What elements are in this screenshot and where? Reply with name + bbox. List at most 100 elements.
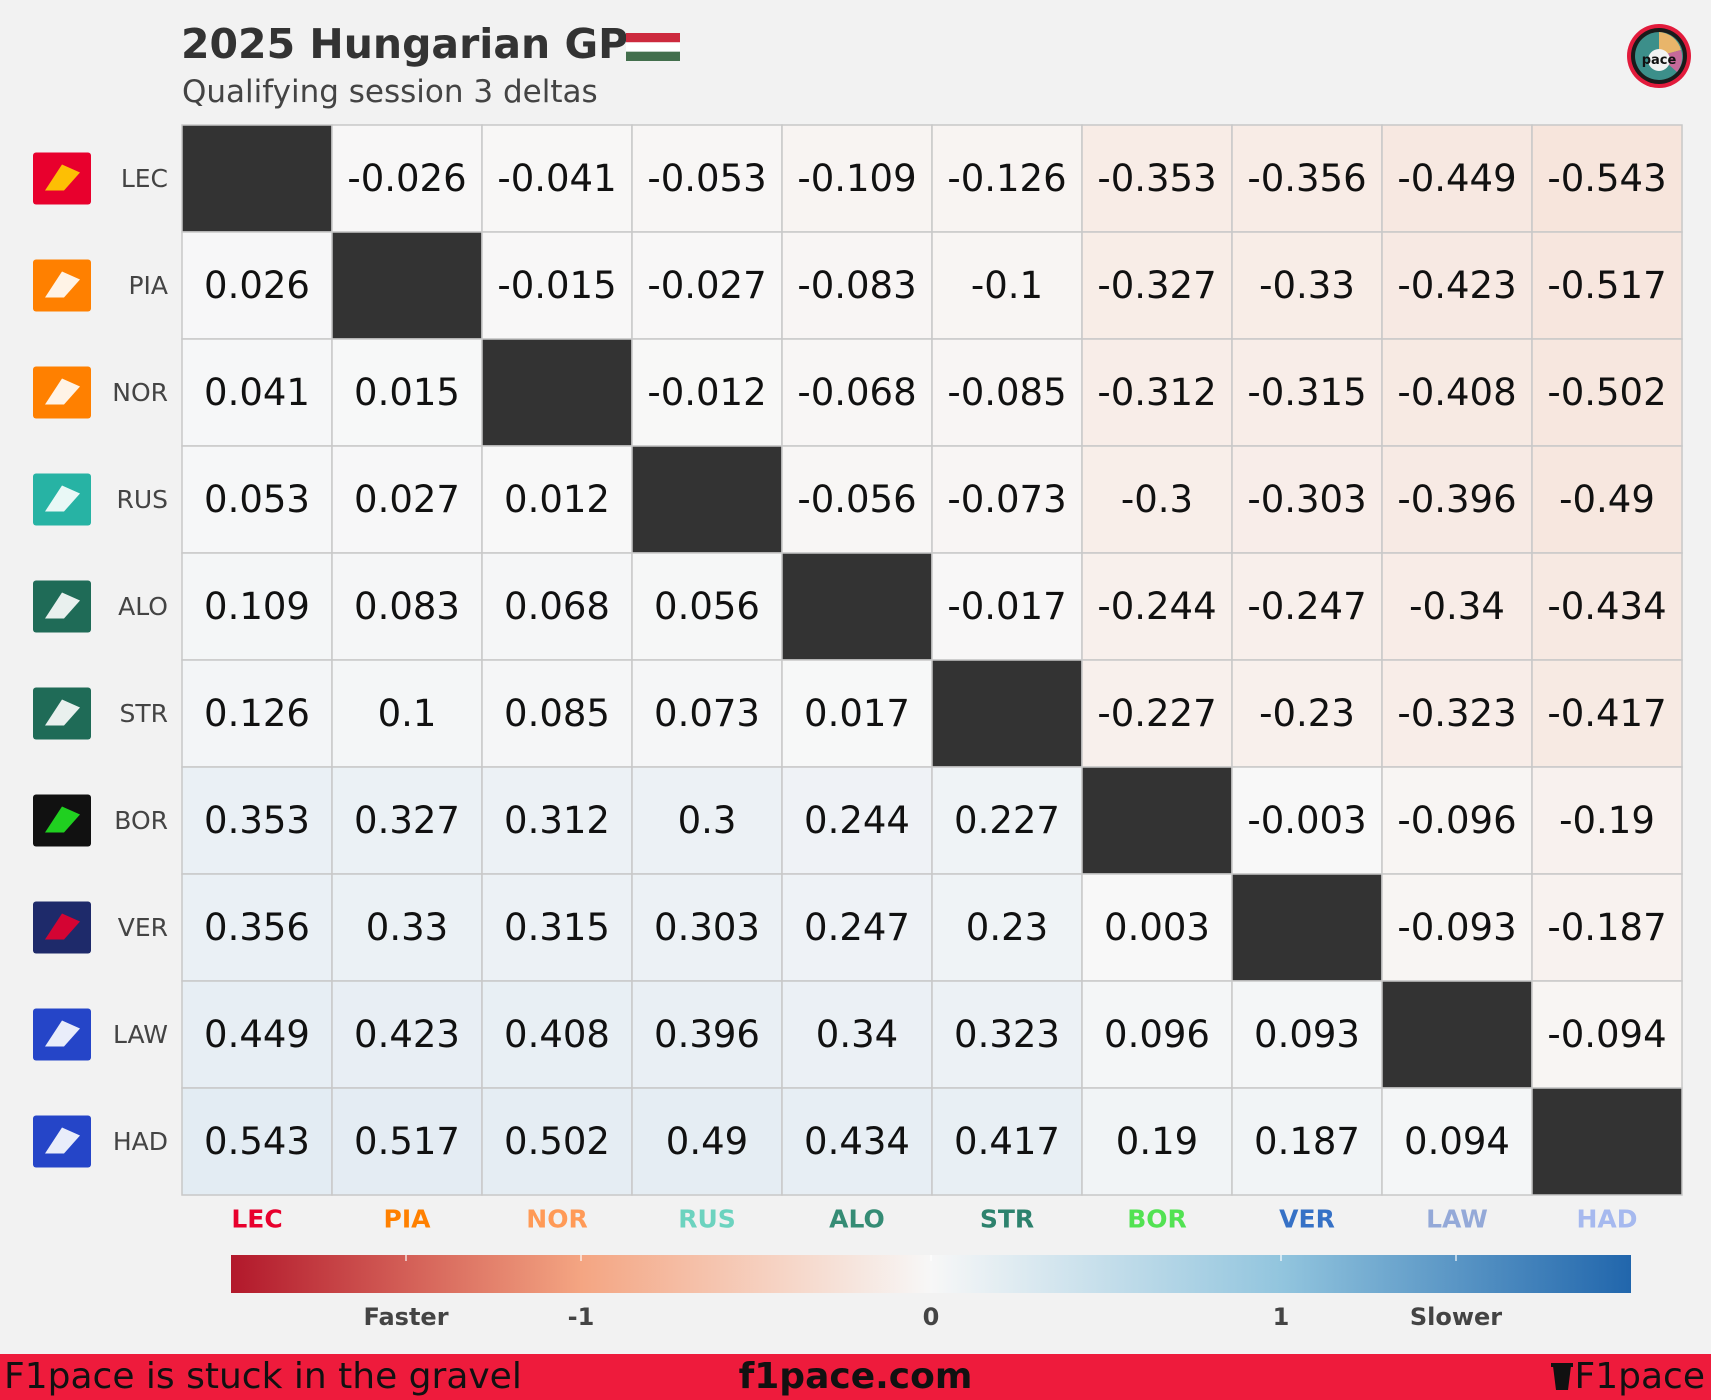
heatmap-cell (1531, 445, 1683, 554)
team-logo-icon (33, 473, 91, 526)
heatmap-cell (1381, 445, 1533, 554)
row-label: NOR (112, 378, 168, 407)
heatmap-cell (631, 980, 783, 1089)
heatmap-cell-value: 0.312 (504, 799, 610, 842)
footer-website-link[interactable]: f1pace.com (738, 1356, 973, 1397)
heatmap-cell-value: 0.053 (204, 478, 310, 521)
heatmap-cell-value: -0.026 (347, 157, 466, 200)
column-label: VER (1279, 1205, 1335, 1234)
heatmap-cell (1531, 659, 1683, 768)
heatmap-cell-value: -0.053 (647, 157, 766, 200)
heatmap-cell (181, 873, 333, 982)
heatmap-cell-value: -0.327 (1097, 264, 1216, 307)
team-logo-icon (33, 901, 91, 954)
heatmap-cell (181, 980, 333, 1089)
heatmap-cell (181, 659, 333, 768)
row-label: ALO (118, 592, 168, 621)
heatmap-cell (1081, 980, 1233, 1089)
heatmap-cell-value: -0.543 (1547, 157, 1666, 200)
heatmap-cell-value: 0.3 (678, 799, 737, 842)
heatmap-cell (1231, 552, 1383, 661)
svg-text:pace: pace (1642, 53, 1677, 68)
column-label: PIA (384, 1205, 432, 1234)
heatmap-cell (1531, 873, 1683, 982)
heatmap-cell (1531, 124, 1683, 233)
heatmap-cell-value: 0.449 (204, 1013, 310, 1056)
team-logo-icon (33, 1115, 91, 1168)
heatmap-cell-value: 0.34 (816, 1013, 898, 1056)
heatmap-cell-value: -0.017 (947, 585, 1066, 628)
heatmap-cell-value: 0.49 (666, 1120, 748, 1163)
heatmap-cell-value: 0.073 (654, 692, 760, 735)
heatmap-cell-value: 0.327 (354, 799, 460, 842)
heatmap-cell (481, 231, 633, 340)
heatmap-cell (1231, 231, 1383, 340)
heatmap-cell-value: -0.517 (1547, 264, 1666, 307)
team-logo-icon (33, 794, 91, 847)
heatmap-cell-value: 0.015 (354, 371, 460, 414)
heatmap-cell-value: 0.315 (504, 906, 610, 949)
heatmap-cell-value: 0.068 (504, 585, 610, 628)
heatmap-cell-value: -0.323 (1397, 692, 1516, 735)
heatmap-cell-value: 0.244 (804, 799, 910, 842)
team-logo-icon (33, 687, 91, 740)
heatmap-cell-value: 0.434 (804, 1120, 910, 1163)
heatmap-cell (781, 124, 933, 233)
heatmap-cell (1231, 980, 1383, 1089)
heatmap-cell-value: -0.19 (1559, 799, 1655, 842)
heatmap-cell-value: -0.015 (497, 264, 616, 307)
column-label: LAW (1426, 1205, 1488, 1234)
heatmap-cell (931, 338, 1083, 447)
heatmap-cell (1381, 338, 1533, 447)
heatmap-cell (331, 552, 483, 661)
heatmap-cell (631, 338, 783, 447)
heatmap-cell-value: -0.247 (1247, 585, 1366, 628)
heatmap-cell (781, 338, 933, 447)
heatmap-cell (181, 231, 333, 340)
heatmap-cell (1531, 552, 1683, 661)
column-label: STR (980, 1205, 1034, 1234)
heatmap-cell-value: -0.244 (1097, 585, 1216, 628)
heatmap-cell-value: -0.1 (971, 264, 1043, 307)
heatmap-cell (1081, 338, 1233, 447)
heatmap-cell (931, 766, 1083, 875)
heatmap-cell-value: -0.434 (1547, 585, 1666, 628)
heatmap-cell-value: -0.34 (1409, 585, 1505, 628)
team-logo-icon (33, 152, 91, 205)
heatmap-cell-value: -0.109 (797, 157, 916, 200)
heatmap-cell (931, 445, 1083, 554)
colorbar-tick-label: 1 (1273, 1303, 1290, 1331)
heatmap-cell-value: -0.041 (497, 157, 616, 200)
row-label: RUS (116, 485, 168, 514)
heatmap-cell-value: -0.49 (1559, 478, 1655, 521)
heatmap-cell-diagonal (931, 659, 1083, 768)
heatmap-cell (1081, 552, 1233, 661)
heatmap-cell-value: 0.093 (1254, 1013, 1360, 1056)
heatmap-cell (781, 980, 933, 1089)
heatmap-cell (931, 231, 1083, 340)
heatmap-cell-value: 0.417 (954, 1120, 1060, 1163)
column-label: ALO (829, 1205, 885, 1234)
heatmap-cell (931, 980, 1083, 1089)
heatmap-cell (331, 124, 483, 233)
heatmap-cell (331, 980, 483, 1089)
heatmap-cell-value: 0.003 (1104, 906, 1210, 949)
heatmap-cell-value: 0.19 (1116, 1120, 1198, 1163)
heatmap-cell-value: -0.33 (1259, 264, 1355, 307)
heatmap-cell-value: 0.026 (204, 264, 310, 307)
heatmap-cell-value: -0.083 (797, 264, 916, 307)
heatmap-cell (631, 659, 783, 768)
heatmap-cell-value: 0.502 (504, 1120, 610, 1163)
heatmap-cell-value: -0.227 (1097, 692, 1216, 735)
heatmap-cell (781, 445, 933, 554)
colorbar-tick-label: 0 (923, 1303, 940, 1331)
colorbar-tick-label: -1 (568, 1303, 595, 1331)
heatmap-cell (1381, 552, 1533, 661)
heatmap-cell-value: 0.056 (654, 585, 760, 628)
heatmap-cell-value: -0.315 (1247, 371, 1366, 414)
heatmap-cell-value: 0.408 (504, 1013, 610, 1056)
heatmap-cell-value: -0.396 (1397, 478, 1516, 521)
heatmap-cell-value: -0.012 (647, 371, 766, 414)
heatmap-cell-value: -0.423 (1397, 264, 1516, 307)
heatmap-cell-value: 0.027 (354, 478, 460, 521)
